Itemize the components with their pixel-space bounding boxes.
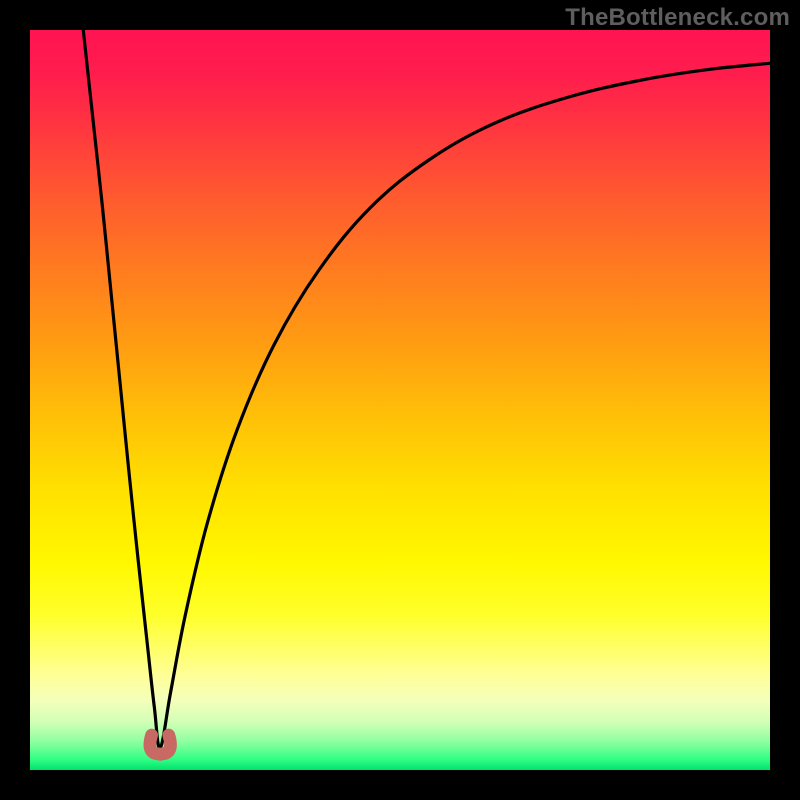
plot-gradient-area	[30, 30, 770, 770]
chart-canvas: TheBottleneck.com	[0, 0, 800, 800]
bottleneck-plot	[0, 0, 800, 800]
watermark-text: TheBottleneck.com	[565, 4, 790, 32]
